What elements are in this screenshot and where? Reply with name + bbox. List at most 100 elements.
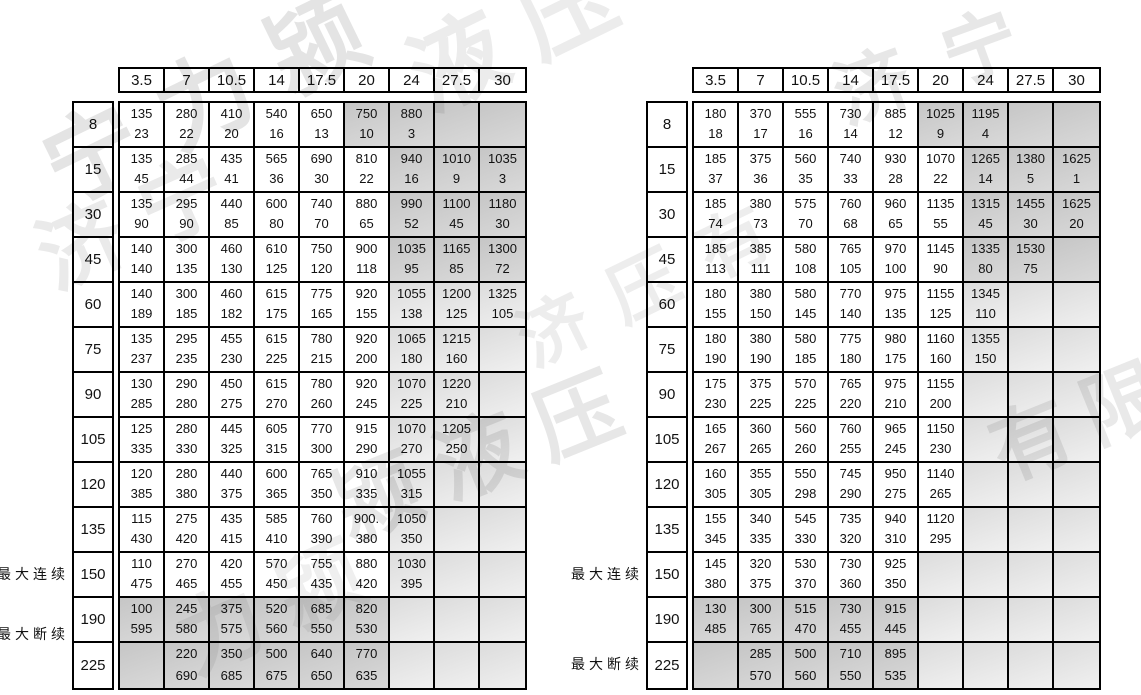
data-cell: 135 23 [120,103,165,148]
data-cell: 1205 250 [435,418,480,463]
data-cell: 540 16 [255,103,300,148]
cell-top-value: 135 [130,106,153,121]
data-cell: 1215 160 [435,328,480,373]
cell-bottom-value: 45 [134,171,149,186]
data-cell: 290 280 [165,373,210,418]
cell-bottom-value: 285 [130,396,153,411]
cell-bottom-value: 298 [794,486,817,501]
data-cell: 185 113 [694,238,739,283]
data-cell [1054,103,1099,148]
cell-bottom-value: 18 [708,126,723,141]
row-header-cell: 190 [74,598,112,643]
row-header-cell: 15 [74,148,112,193]
data-cell: 740 70 [300,193,345,238]
data-cell: 1145 90 [919,238,964,283]
cell-bottom-value: 380 [704,576,727,591]
data-cell: 970 100 [874,238,919,283]
cell-bottom-value: 595 [130,621,153,636]
data-cell: 1530 75 [1009,238,1054,283]
cell-top-value: 915 [355,421,378,436]
cell-top-value: 370 [749,106,772,121]
cell-bottom-value: 35 [798,171,813,186]
cell-top-value: 765 [310,466,333,481]
data-grid: 135 23 280 22 410 20 540 16 650 13 750 10 880 3 135 45 2… [118,101,527,690]
cell-bottom-value: 570 [749,668,772,683]
cell-top-value: 750 [355,106,378,121]
row-header-cell: 105 [74,418,112,463]
col-header-cell: 27.5 [435,69,480,91]
cell-bottom-value: 45 [449,216,464,231]
cell-bottom-value: 580 [175,621,198,636]
data-cell: 710 550 [829,643,874,688]
cell-bottom-value: 675 [265,668,288,683]
data-cell: 410 20 [210,103,255,148]
row-header-cell: 8 [648,103,686,148]
cell-bottom-value: 22 [179,126,194,141]
data-cell: 760 255 [829,418,874,463]
cell-top-value: 130 [130,376,153,391]
column-header-row: 3.5 7 10.5 14 17.5 20 24 27.5 30 [118,67,527,93]
data-cell [1009,508,1054,553]
col-header-cell: 7 [165,69,210,91]
cell-bottom-value: 475 [130,576,153,591]
data-cell: 580 145 [784,283,829,328]
data-cell: 1035 95 [390,238,435,283]
cell-bottom-value: 245 [355,396,378,411]
cell-bottom-value: 305 [749,486,772,501]
row-header-cell: 45 [648,238,686,283]
data-cell: 1140 265 [919,463,964,508]
cell-top-value: 1530 [1016,241,1045,256]
cell-top-value: 760 [839,421,862,436]
cell-top-value: 900. [353,511,380,526]
data-cell: 770 300 [300,418,345,463]
cell-bottom-value: 125 [265,261,288,276]
cell-bottom-value: 150 [974,351,997,366]
cell-top-value: 950 [884,466,907,481]
data-cell [1054,553,1099,598]
cell-top-value: 555 [794,106,817,121]
data-cell: 1455 30 [1009,193,1054,238]
data-cell: 1315 45 [964,193,1009,238]
cell-top-value: 280 [175,106,198,121]
data-cell [964,463,1009,508]
data-cell: 1355 150 [964,328,1009,373]
cell-bottom-value: 315 [265,441,288,456]
cell-top-value: 730 [839,106,862,121]
data-cell: 160 305 [694,463,739,508]
cell-top-value: 760 [839,196,862,211]
cell-top-value: 880 [400,106,423,121]
cell-bottom-value: 275 [884,486,907,501]
data-cell: 530 370 [784,553,829,598]
cell-bottom-value: 52 [404,216,419,231]
cell-top-value: 580 [794,331,817,346]
data-cell: 520 560 [255,598,300,643]
cell-bottom-value: 325 [220,441,243,456]
data-cell: 500 675 [255,643,300,688]
data-cell: 1155 200 [919,373,964,418]
data-cell: 135 237 [120,328,165,373]
data-cell [480,508,525,553]
data-cell: 420 455 [210,553,255,598]
cell-bottom-value: 560 [265,621,288,636]
cell-bottom-value: 635 [355,668,378,683]
cell-top-value: 895 [884,646,907,661]
cell-top-value: 380 [749,286,772,301]
cell-bottom-value: 260 [310,396,333,411]
data-cell: 1055 138 [390,283,435,328]
cell-bottom-value: 9 [936,126,945,141]
cell-top-value: 120 [130,466,153,481]
cell-bottom-value: 90 [933,261,948,276]
cell-bottom-value: 255 [839,441,862,456]
cell-top-value: 690 [310,151,333,166]
data-cell: 570 225 [784,373,829,418]
data-cell: 900 118 [345,238,390,283]
cell-top-value: 1335 [971,241,1000,256]
data-cell: 545 330 [784,508,829,553]
cell-top-value: 780 [310,331,333,346]
row-header-column: 8 15 30 45 60 75 90 105 120 135 150 190 225 [646,101,688,690]
data-cell: 130 485 [694,598,739,643]
data-cell [480,328,525,373]
data-cell: 885 12 [874,103,919,148]
data-cell: 770 140 [829,283,874,328]
cell-top-value: 520 [265,601,288,616]
